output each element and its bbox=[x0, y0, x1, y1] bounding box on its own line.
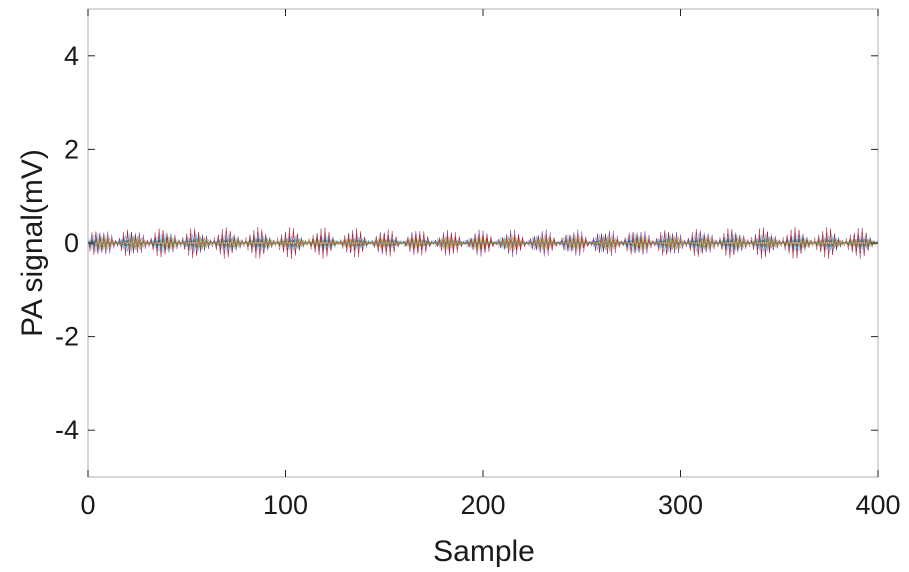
x-axis-label: Sample bbox=[433, 535, 535, 568]
x-tick-label-400: 400 bbox=[855, 490, 900, 520]
y-tick-label-4: 4 bbox=[64, 41, 79, 71]
y-tick-label-0: 0 bbox=[64, 228, 79, 258]
x-tick-label-0: 0 bbox=[80, 490, 95, 520]
y-tick-label--4: -4 bbox=[55, 415, 79, 445]
signal-trace-23 bbox=[87, 238, 879, 248]
x-tick-label-100: 100 bbox=[263, 490, 308, 520]
y-tick-label-2: 2 bbox=[64, 134, 79, 164]
y-axis-label: PA signal(mV) bbox=[16, 149, 49, 337]
x-tick-label-300: 300 bbox=[658, 490, 703, 520]
x-axis-ticks: 0 100 200 300 400 bbox=[80, 9, 901, 520]
y-tick-label--2: -2 bbox=[55, 322, 79, 352]
signal-traces bbox=[87, 226, 879, 259]
signal-trace-24 bbox=[87, 235, 879, 251]
y-axis-ticks: -4 -2 0 2 4 bbox=[55, 41, 878, 445]
x-tick-label-200: 200 bbox=[460, 490, 505, 520]
